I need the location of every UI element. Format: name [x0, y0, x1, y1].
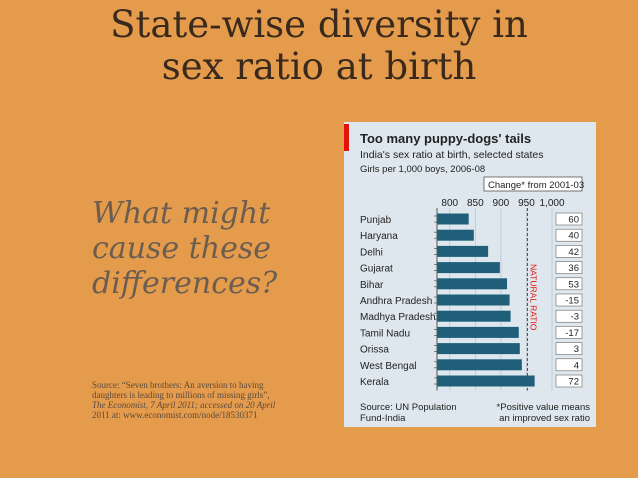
- accent-bar: [344, 124, 349, 151]
- change-value: 36: [568, 263, 579, 274]
- state-label: Kerala: [360, 377, 389, 388]
- change-box: [555, 261, 583, 274]
- change-value: 53: [568, 279, 579, 290]
- change-box: [555, 358, 583, 372]
- slide-title-line: sex ratio at birth: [161, 45, 477, 88]
- question-line: What might: [92, 196, 271, 231]
- citation-line: Source: “Seven brothers: An aversion to …: [92, 380, 264, 390]
- chart-title: Too many puppy-dogs' tails: [360, 131, 531, 146]
- question-line: differences?: [92, 266, 278, 301]
- change-value: -17: [565, 328, 579, 339]
- slide-title: State-wise diversity in sex ratio at bir…: [0, 4, 638, 88]
- change-value: 60: [568, 215, 579, 226]
- x-tick-label: 800: [441, 198, 458, 209]
- state-label: Gujarat: [360, 264, 393, 275]
- state-label: Punjab: [360, 215, 392, 226]
- discussion-question: What might cause these differences?: [92, 196, 322, 301]
- chart-footnote: an improved sex ratio: [499, 413, 590, 424]
- sex-ratio-chart: Too many puppy-dogs' tails India's sex ra…: [344, 122, 596, 427]
- citation-line: The Economist, 7 April 2011; accessed on…: [92, 400, 276, 410]
- state-label: Orissa: [360, 345, 389, 356]
- bar-west-bengal: [437, 359, 522, 371]
- chart-unit-label: Girls per 1,000 boys, 2006-08: [360, 164, 485, 175]
- state-label: Andhra Pradesh: [360, 296, 432, 307]
- chart-subtitle: India's sex ratio at birth, selected sta…: [360, 149, 544, 161]
- question-line: cause these: [92, 231, 271, 266]
- state-label: Delhi: [360, 247, 383, 258]
- chart-source: Source: UN Population: [360, 402, 457, 413]
- slide-title-line: State-wise diversity in: [110, 3, 528, 46]
- chart-footnote: *Positive value means: [497, 402, 591, 413]
- change-header-box: [483, 176, 583, 192]
- state-label: Haryana: [360, 231, 398, 242]
- change-box: [555, 212, 583, 226]
- change-value: 72: [568, 377, 579, 388]
- state-label: Tamil Nadu: [360, 328, 410, 339]
- x-tick-label: 1,000: [539, 198, 564, 209]
- bar-andhra-pradesh: [437, 294, 510, 306]
- citation-line: daughters is leading to millions of miss…: [92, 390, 270, 400]
- bar-delhi: [437, 245, 489, 257]
- bar-tamil-nadu: [437, 326, 519, 338]
- bar-bihar: [437, 278, 508, 290]
- bar-haryana: [437, 229, 474, 241]
- change-box: [555, 326, 583, 339]
- change-value: 4: [574, 360, 579, 371]
- state-label: Madhya Pradesh: [360, 312, 436, 323]
- chart-source: Fund-India: [360, 413, 406, 424]
- change-value: -3: [571, 312, 579, 323]
- change-value: 40: [568, 231, 579, 242]
- state-label: Bihar: [360, 280, 384, 291]
- bar-kerala: [437, 375, 535, 387]
- chart-svg: Too many puppy-dogs' tails India's sex ra…: [344, 124, 591, 424]
- x-tick-label: 900: [493, 198, 510, 209]
- state-label: West Bengal: [360, 361, 417, 372]
- citation-line: 2011 at: www.economist.com/node/18530371: [92, 410, 258, 420]
- change-value: -15: [565, 296, 579, 307]
- x-tick-label: 850: [467, 198, 484, 209]
- change-value: 3: [574, 344, 579, 355]
- bar-madhya-pradesh: [437, 310, 511, 322]
- change-box: [555, 309, 583, 323]
- change-box: [555, 277, 583, 291]
- change-box: [555, 293, 583, 307]
- source-citation: Source: “Seven brothers: An aversion to …: [92, 380, 332, 420]
- change-header: Change* from 2001-03: [488, 180, 584, 191]
- change-box: [555, 228, 583, 242]
- bar-gujarat: [437, 262, 500, 274]
- change-box: [555, 342, 583, 355]
- bar-punjab: [437, 213, 469, 225]
- change-box: [555, 374, 583, 388]
- natural-ratio-label: NATURAL RATIO: [528, 264, 538, 331]
- change-value: 42: [568, 247, 579, 258]
- bar-orissa: [437, 343, 520, 355]
- x-tick-label: 950: [518, 198, 535, 209]
- change-box: [555, 245, 583, 258]
